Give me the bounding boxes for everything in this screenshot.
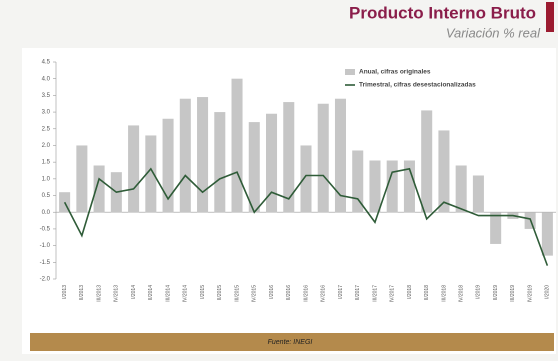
y-tick-label: 3.0: [42, 110, 51, 116]
bar: [93, 165, 105, 213]
x-tick-label: I/2017: [338, 285, 344, 299]
bar: [352, 150, 364, 213]
y-tick-label: 0.5: [42, 193, 51, 199]
y-tick-label: -0.5: [40, 227, 51, 233]
legend-swatch: [345, 69, 355, 75]
y-tick-label: -1.5: [40, 260, 51, 266]
bar: [128, 125, 140, 213]
y-tick-label: -2.0: [40, 277, 51, 283]
accent-bar: [546, 2, 554, 32]
legend-label: Anual, cifras originales: [359, 69, 431, 76]
x-tick-label: III/2019: [510, 285, 516, 302]
bar: [76, 145, 88, 213]
legend-label: Trimestral, cifras desestacionalizadas: [359, 82, 476, 89]
x-tick-label: II/2017: [355, 285, 361, 301]
y-tick-label: -1.0: [40, 243, 51, 249]
bar: [214, 112, 226, 213]
x-tick-label: II/2016: [286, 285, 292, 301]
x-tick-label: I/2013: [62, 285, 68, 299]
bar: [472, 175, 484, 213]
bar: [403, 160, 415, 213]
chart-subtitle: Variación % real: [446, 25, 541, 40]
x-tick-label: III/2014: [165, 285, 171, 302]
bar: [386, 160, 398, 213]
x-tick-label: III/2018: [441, 285, 447, 302]
bar: [145, 135, 157, 213]
x-tick-label: I/2020: [545, 285, 551, 299]
x-tick-label: I/2015: [200, 285, 206, 299]
bar: [248, 122, 260, 213]
x-tick-label: IV/2015: [252, 285, 258, 302]
x-tick-label: IV/2013: [114, 285, 120, 302]
y-tick-label: 2.5: [42, 126, 51, 132]
x-tick-label: III/2016: [303, 285, 309, 302]
x-tick-label: II/2015: [217, 285, 223, 301]
y-tick-label: 1.5: [42, 160, 51, 166]
bar: [231, 78, 243, 213]
bar: [541, 212, 553, 256]
chart-title: Producto Interno Bruto: [349, 3, 536, 22]
bar: [369, 160, 381, 213]
x-tick-label: III/2015: [234, 285, 240, 302]
bar: [283, 102, 295, 213]
bar: [179, 98, 191, 213]
x-tick-label: IV/2018: [459, 285, 465, 302]
y-tick-label: 3.5: [42, 93, 51, 99]
x-tick-label: III/2013: [96, 285, 102, 302]
x-tick-label: II/2018: [424, 285, 430, 301]
x-tick-label: III/2017: [372, 285, 378, 302]
x-tick-label: II/2013: [79, 285, 85, 301]
y-tick-label: 2.0: [42, 143, 51, 149]
bar: [162, 118, 174, 213]
bar: [421, 110, 433, 213]
bar: [455, 165, 467, 213]
y-tick-label: 0.0: [42, 210, 51, 216]
x-tick-label: II/2019: [493, 285, 499, 301]
x-tick-label: IV/2019: [527, 285, 533, 302]
line: [63, 167, 549, 266]
bar: [334, 98, 346, 213]
y-tick-label: 4.0: [42, 76, 51, 82]
x-tick-label: IV/2014: [183, 285, 189, 302]
x-tick-label: II/2014: [148, 285, 154, 301]
footer-band: [30, 333, 554, 351]
source: Fuente: INEGI: [268, 339, 313, 346]
x-tick-label: I/2018: [407, 285, 413, 299]
y-tick-label: 1.0: [42, 176, 51, 182]
bar: [266, 113, 278, 213]
bar: [317, 103, 329, 213]
bar: [490, 212, 502, 244]
bar: [197, 97, 209, 213]
bar: [438, 130, 450, 213]
x-tick-label: I/2019: [476, 285, 482, 299]
x-tick-label: IV/2017: [390, 285, 396, 302]
y-tick-label: 4.5: [42, 60, 51, 66]
x-tick-label: I/2014: [131, 285, 137, 299]
x-tick-label: IV/2016: [321, 285, 327, 302]
x-tick-label: I/2016: [269, 285, 275, 299]
bar: [300, 145, 312, 213]
